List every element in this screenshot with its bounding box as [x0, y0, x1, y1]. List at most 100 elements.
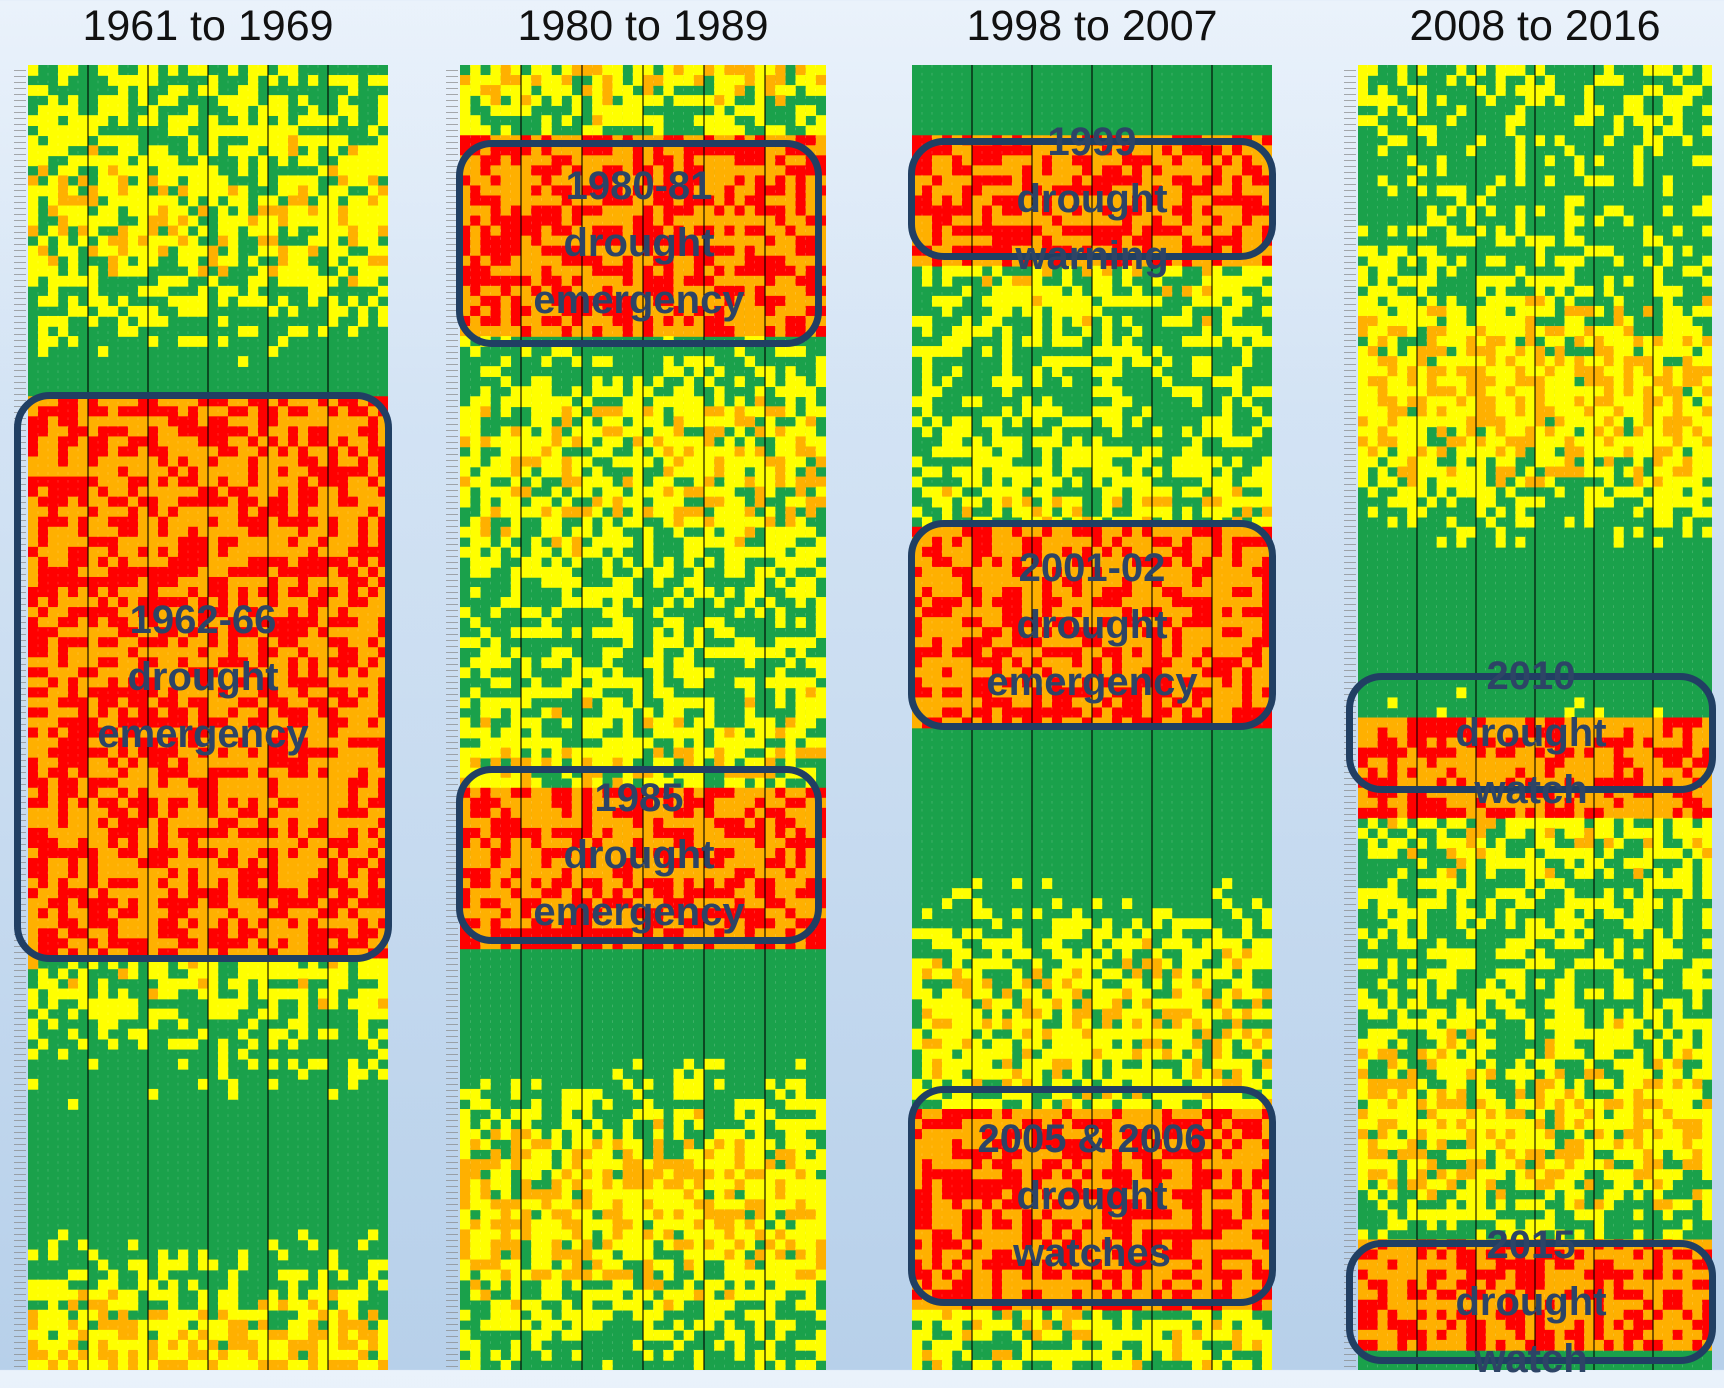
- heatmap-cell: [582, 436, 592, 447]
- heatmap-cell: [785, 396, 795, 407]
- heatmap-cell: [268, 1350, 278, 1361]
- heatmap-cell: [48, 1340, 58, 1351]
- heatmap-cell: [673, 416, 683, 427]
- heatmap-cell: [673, 728, 683, 739]
- heatmap-cell: [470, 547, 480, 558]
- heatmap-cell: [511, 547, 521, 558]
- heatmap-cell: [755, 406, 765, 417]
- heatmap-cell: [643, 738, 653, 749]
- heatmap-cell: [158, 1320, 168, 1331]
- heatmap-cell: [88, 1059, 98, 1070]
- heatmap-cell: [735, 125, 745, 136]
- heatmap-cell: [228, 125, 238, 136]
- heatmap-cell: [118, 155, 128, 166]
- heatmap-cell: [796, 697, 806, 708]
- heatmap-cell: [78, 1039, 88, 1050]
- heatmap-cell: [48, 1360, 58, 1370]
- heatmap-cell: [328, 306, 338, 317]
- heatmap-cell: [208, 1009, 218, 1020]
- heatmap-cell: [278, 336, 288, 347]
- heatmap-cell: [643, 718, 653, 729]
- heatmap-cell: [745, 517, 755, 528]
- heatmap-cell: [318, 1290, 328, 1301]
- heatmap-cell: [541, 527, 551, 538]
- heatmap-cell: [118, 1330, 128, 1341]
- heatmap-cell: [38, 1310, 48, 1321]
- heatmap-cell: [368, 1360, 378, 1370]
- heatmap-cell: [633, 95, 643, 106]
- heatmap-cell: [745, 657, 755, 668]
- heatmap-cell: [378, 226, 388, 237]
- heatmap-cell: [198, 336, 208, 347]
- heatmap-cell: [338, 75, 348, 86]
- heatmap-cell: [58, 145, 68, 156]
- heatmap-cell: [128, 1360, 138, 1370]
- heatmap-cell: [248, 968, 258, 979]
- heatmap-cell: [552, 507, 562, 518]
- heatmap-cell: [358, 175, 368, 186]
- heatmap-cell: [278, 185, 288, 196]
- heatmap-cell: [128, 135, 138, 146]
- heatmap-cell: [582, 718, 592, 729]
- heatmap-cell: [158, 1330, 168, 1341]
- heatmap-cell: [633, 115, 643, 126]
- heatmap-cell: [198, 1330, 208, 1341]
- heatmap-cell: [470, 517, 480, 528]
- heatmap-cell: [118, 1350, 128, 1361]
- heatmap-cell: [158, 989, 168, 1000]
- heatmap-cell: [480, 557, 490, 568]
- heatmap-cell: [168, 1350, 178, 1361]
- heatmap-cell: [643, 487, 653, 498]
- heatmap-cell: [358, 196, 368, 207]
- heatmap-cell: [378, 1069, 388, 1080]
- heatmap-cell: [582, 426, 592, 437]
- heatmap-cell: [724, 738, 734, 749]
- heatmap-cell: [531, 557, 541, 568]
- heatmap-cell: [552, 567, 562, 578]
- heatmap-cell: [765, 748, 775, 759]
- heatmap-cell: [765, 85, 775, 96]
- heatmap-cell: [796, 346, 806, 357]
- heatmap-cell: [562, 416, 572, 427]
- heatmap-cell: [480, 85, 490, 96]
- heatmap-cell: [108, 135, 118, 146]
- heatmap-cell: [684, 376, 694, 387]
- heatmap-cell: [775, 607, 785, 618]
- heatmap-cell: [785, 507, 795, 518]
- heatmap-cell: [78, 206, 88, 217]
- heatmap-cell: [511, 567, 521, 578]
- heatmap-cell: [501, 396, 511, 407]
- heatmap-cell: [318, 236, 328, 247]
- heatmap-cell: [28, 1310, 38, 1321]
- heatmap-cell: [138, 155, 148, 166]
- heatmap-cell: [108, 165, 118, 176]
- heatmap-cell: [816, 446, 826, 457]
- heatmap-cell: [108, 196, 118, 207]
- heatmap-cell: [148, 175, 158, 186]
- heatmap-cell: [338, 266, 348, 277]
- heatmap-cell: [572, 105, 582, 116]
- heatmap-cell: [460, 416, 470, 427]
- heatmap-cell: [238, 1340, 248, 1351]
- heatmap-cell: [541, 687, 551, 698]
- heatmap-cell: [108, 1270, 118, 1281]
- heatmap-cell: [188, 1039, 198, 1050]
- heatmap-cell: [308, 185, 318, 196]
- heatmap-cell: [278, 266, 288, 277]
- heatmap-cell: [258, 1360, 268, 1370]
- heatmap-cell: [168, 216, 178, 227]
- heatmap-cell: [572, 65, 582, 76]
- heatmap-cell: [158, 1310, 168, 1321]
- heatmap-cell: [158, 1290, 168, 1301]
- heatmap-cell: [348, 1320, 358, 1331]
- heatmap-cell: [735, 677, 745, 688]
- heatmap-cell: [531, 537, 541, 548]
- heatmap-cell: [108, 1290, 118, 1301]
- heatmap-cell: [806, 75, 816, 86]
- heatmap-cell: [531, 477, 541, 488]
- heatmap-cell: [138, 286, 148, 297]
- heatmap-cell: [806, 396, 816, 407]
- heatmap-cell: [572, 95, 582, 106]
- heatmap-cell: [592, 748, 602, 759]
- heatmap-cell: [816, 537, 826, 548]
